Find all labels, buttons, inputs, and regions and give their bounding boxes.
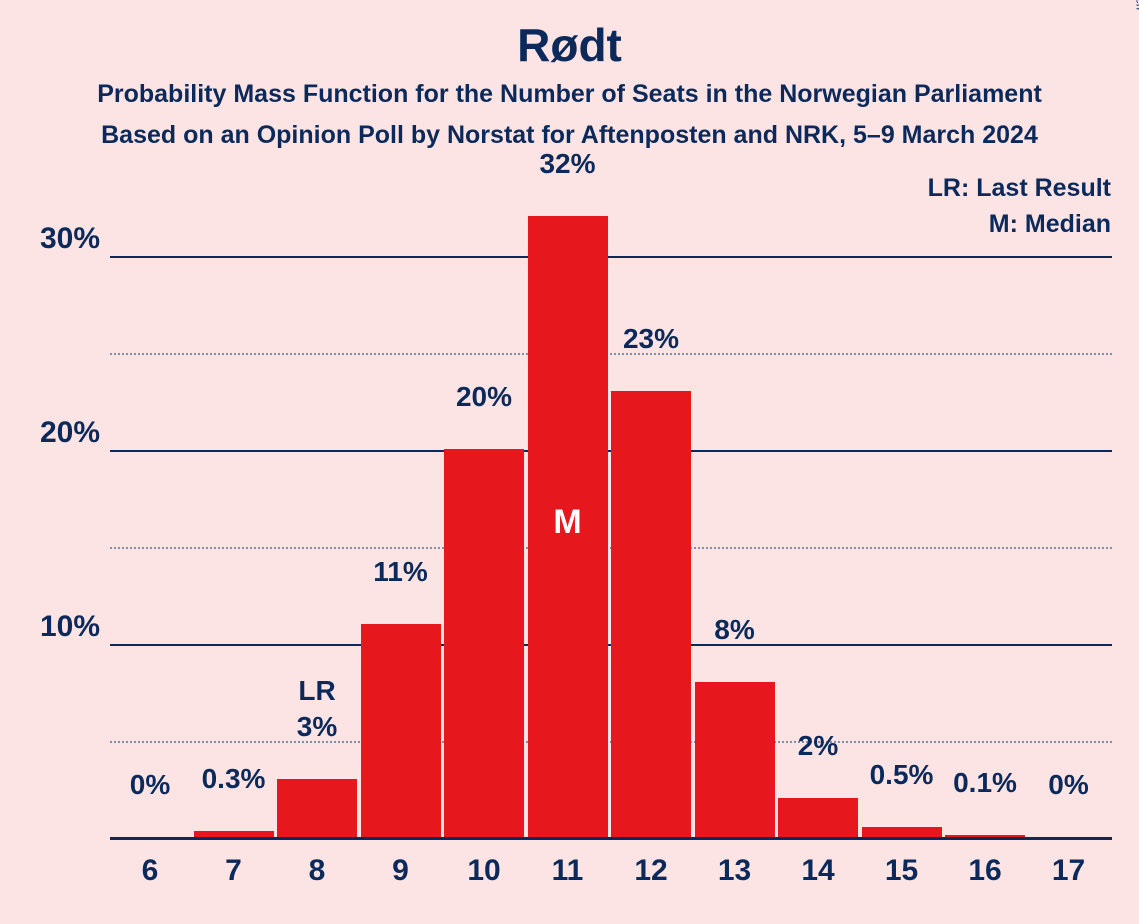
bar-value-label: 23% [623, 323, 679, 355]
y-tick-label: 10% [10, 610, 100, 644]
x-tick-label: 9 [392, 854, 409, 888]
chart-subtitle-2: Based on an Opinion Poll by Norstat for … [0, 121, 1139, 150]
bar [277, 779, 357, 837]
y-tick-label: 30% [10, 222, 100, 256]
bar-extra-label: LR [298, 675, 335, 707]
bar-value-label: 0.3% [202, 763, 266, 795]
bar-value-label: 0.1% [953, 767, 1017, 799]
gridline-minor [110, 353, 1112, 355]
x-tick-label: 13 [718, 854, 751, 888]
bar [945, 835, 1025, 837]
chart-subtitle-1: Probability Mass Function for the Number… [0, 80, 1139, 109]
bar-value-label: 20% [456, 381, 512, 413]
bar [194, 831, 274, 837]
x-tick-label: 10 [467, 854, 500, 888]
x-tick-label: 7 [225, 854, 242, 888]
bar [778, 798, 858, 837]
bar [361, 624, 441, 837]
bar-value-label: 3% [297, 711, 337, 743]
chart-title: Rødt [0, 0, 1139, 72]
gridline-major [110, 256, 1112, 258]
bar-inner-label: M [553, 503, 581, 542]
pmf-bar-chart: 10%20%30%0%60.3%73%LR811%920%1032%M1123%… [110, 200, 1112, 840]
x-tick-label: 12 [634, 854, 667, 888]
x-tick-label: 11 [552, 854, 584, 888]
bar [862, 827, 942, 837]
copyright-text: © 2024 Filip van Laenen [1133, 0, 1139, 10]
x-tick-label: 16 [968, 854, 1001, 888]
bar [444, 449, 524, 837]
bar-value-label: 0% [1048, 769, 1088, 801]
bar-value-label: 0.5% [870, 759, 934, 791]
x-tick-label: 8 [309, 854, 326, 888]
x-tick-label: 15 [885, 854, 918, 888]
bar-value-label: 8% [714, 614, 754, 646]
y-tick-label: 20% [10, 416, 100, 450]
x-tick-label: 6 [142, 854, 159, 888]
bar-value-label: 2% [798, 730, 838, 762]
x-axis-line [110, 837, 1112, 840]
x-tick-label: 17 [1052, 854, 1085, 888]
x-tick-label: 14 [801, 854, 834, 888]
legend-lr: LR: Last Result [928, 174, 1111, 203]
bar [611, 391, 691, 837]
bar-value-label: 0% [130, 769, 170, 801]
bar-value-label: 11% [373, 556, 428, 588]
bar [695, 682, 775, 837]
bar-value-label: 32% [539, 148, 595, 180]
